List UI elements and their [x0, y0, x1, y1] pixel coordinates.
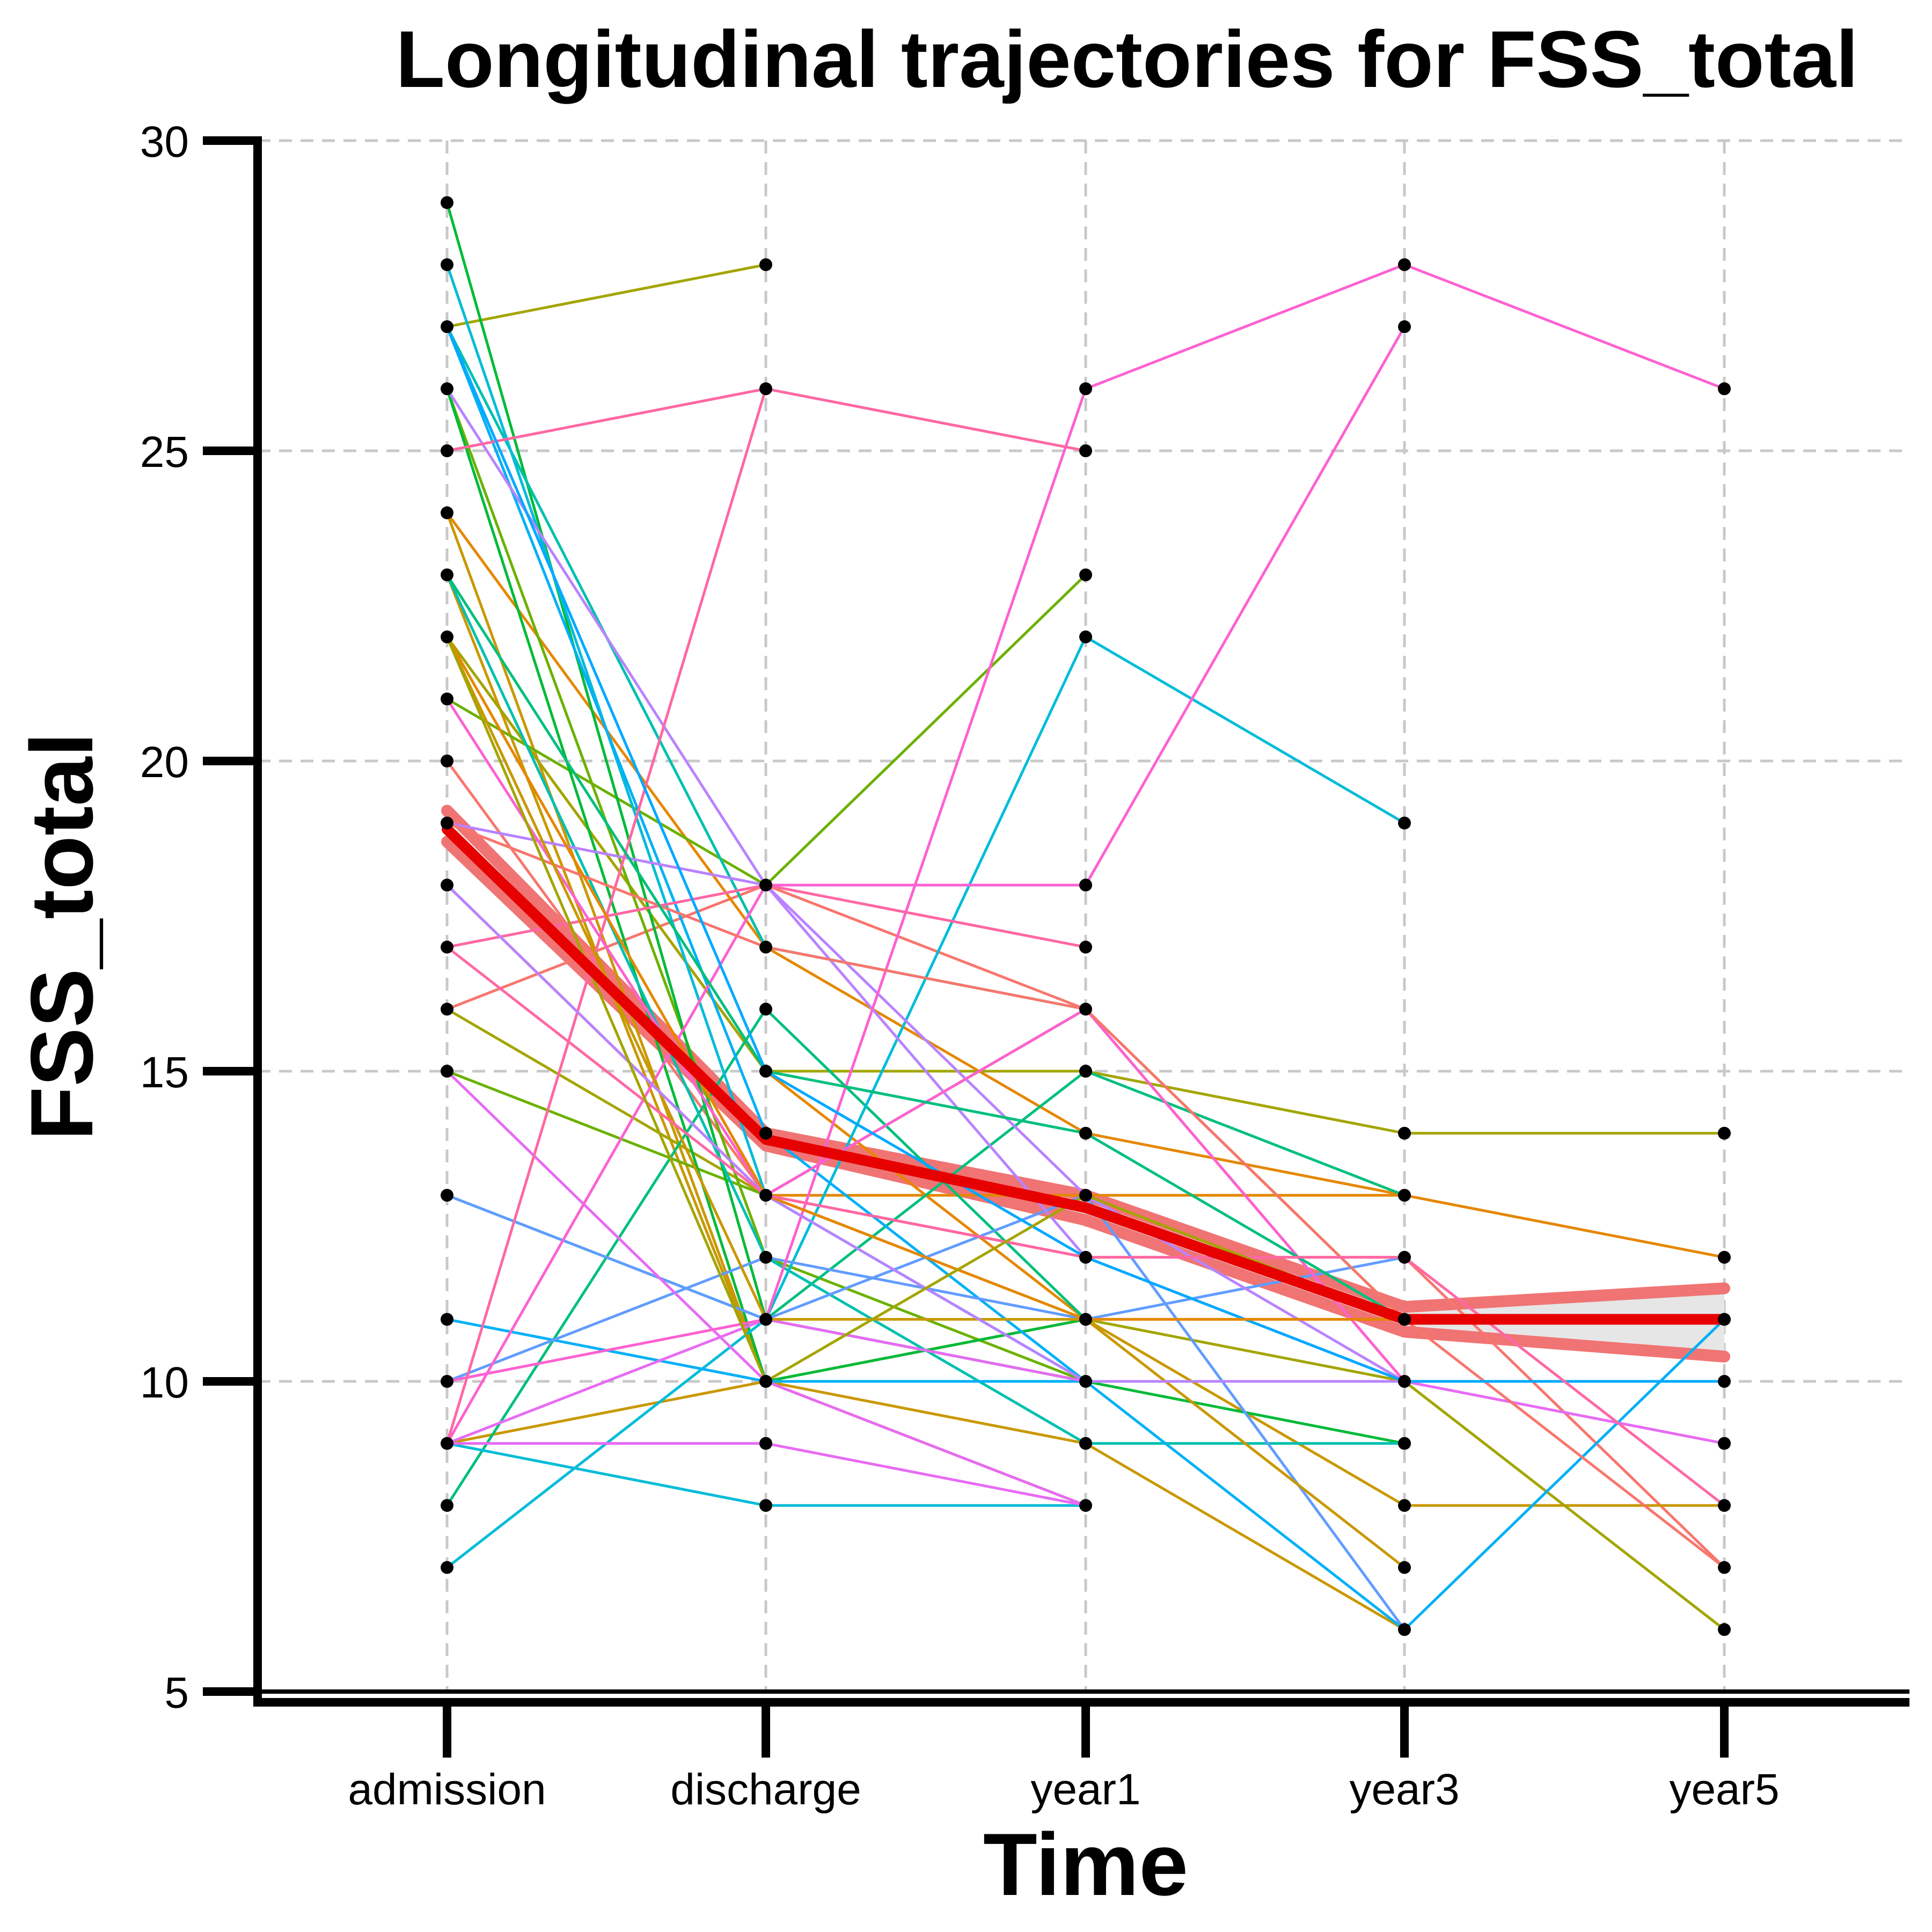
data-point [759, 1375, 772, 1388]
data-point [441, 1065, 453, 1078]
data-point [441, 1437, 453, 1450]
data-point [441, 196, 453, 209]
data-point [1079, 630, 1092, 643]
y-tick-label-3: 20 [140, 738, 189, 787]
data-point [1398, 1375, 1411, 1388]
y-tick-label-2: 15 [140, 1048, 189, 1097]
data-point [759, 940, 772, 954]
data-point [441, 1561, 453, 1574]
data-point [1718, 1561, 1731, 1574]
data-point [441, 1375, 453, 1388]
y-tick-label-4: 25 [140, 428, 189, 477]
x-axis-label: Time [983, 1815, 1188, 1914]
data-point [1079, 1126, 1092, 1140]
data-point [759, 1250, 772, 1264]
data-point [1079, 1189, 1092, 1202]
series-line-8 [447, 263, 766, 328]
data-point [759, 879, 772, 892]
data-point [1398, 1126, 1411, 1140]
data-point [1079, 1250, 1092, 1264]
data-point [1079, 1065, 1092, 1078]
data-point [1718, 1313, 1731, 1326]
data-point [1398, 1437, 1411, 1450]
data-point [441, 692, 453, 706]
data-point [1398, 1623, 1411, 1636]
data-point [441, 258, 453, 272]
x-tick-label-1: discharge [670, 1765, 861, 1814]
data-point [441, 940, 453, 954]
series-line-32 [445, 326, 1406, 1444]
mean-trend [442, 824, 1730, 1325]
data-point [441, 1499, 453, 1512]
data-point [759, 1437, 772, 1450]
data-point [441, 1313, 453, 1326]
y-tick-label-1: 10 [140, 1358, 189, 1407]
grid-lines [258, 139, 1909, 1692]
data-point [441, 879, 453, 892]
data-point [1079, 940, 1092, 954]
data-point [759, 1313, 772, 1326]
data-point [441, 1189, 453, 1202]
data-point [759, 1126, 772, 1140]
y-tick-label-5: 30 [140, 118, 189, 166]
y-tick-labels: 5 10 15 20 25 30 [140, 118, 189, 1717]
data-point [441, 382, 453, 396]
data-point [1079, 382, 1092, 396]
data-point [1398, 1561, 1411, 1574]
data-point [441, 568, 453, 582]
data-point [441, 506, 453, 519]
data-point [1718, 1250, 1731, 1264]
data-point [1398, 320, 1411, 333]
data-point [1718, 1375, 1731, 1388]
data-point [1079, 879, 1092, 892]
data-point [1398, 1313, 1411, 1326]
x-tick-label-2: year1 [1030, 1765, 1140, 1814]
data-point [759, 1002, 772, 1016]
data-point [1398, 1189, 1411, 1202]
data-point [1079, 1002, 1092, 1016]
data-point [441, 320, 453, 333]
data-point [1079, 1313, 1092, 1326]
axes [203, 136, 1909, 1758]
y-tick-label-0: 5 [164, 1668, 189, 1717]
x-tick-labels: admission discharge year1 year3 year5 [348, 1765, 1779, 1814]
data-point [441, 444, 453, 457]
data-point [1398, 258, 1411, 272]
data-point [441, 755, 453, 767]
chart-title: Longitudinal trajectories for FSS_total [396, 14, 1858, 104]
data-point [759, 1499, 772, 1512]
data-point [1079, 1499, 1092, 1512]
data-point [759, 382, 772, 396]
data-point [1398, 1499, 1411, 1512]
series-line-45 [445, 636, 1405, 1383]
data-point [1718, 1499, 1731, 1512]
data-point [441, 816, 453, 830]
y-axis-label: FSS_total [12, 733, 111, 1141]
data-point [1079, 1437, 1092, 1450]
data-point [759, 1189, 772, 1202]
x-tick-label-0: admission [348, 1765, 546, 1814]
data-point [1398, 1250, 1411, 1264]
data-point [759, 1065, 772, 1078]
data-point [441, 1002, 453, 1016]
mean-line [442, 824, 1730, 1325]
data-point [1079, 444, 1092, 457]
data-point [1398, 816, 1411, 830]
data-points [441, 196, 1731, 1636]
series-lines [445, 202, 1725, 1631]
data-point [1718, 1437, 1731, 1450]
x-tick-label-4: year5 [1669, 1765, 1779, 1814]
data-point [1079, 568, 1092, 582]
data-point [1718, 1126, 1731, 1140]
series-line-40 [445, 574, 1406, 1321]
series-line-36 [447, 387, 766, 452]
x-tick-label-3: year3 [1349, 1765, 1459, 1814]
data-point [759, 258, 772, 272]
data-point [1718, 1623, 1731, 1636]
data-point [441, 630, 453, 643]
data-point [1718, 382, 1731, 396]
data-point [1079, 1375, 1092, 1388]
